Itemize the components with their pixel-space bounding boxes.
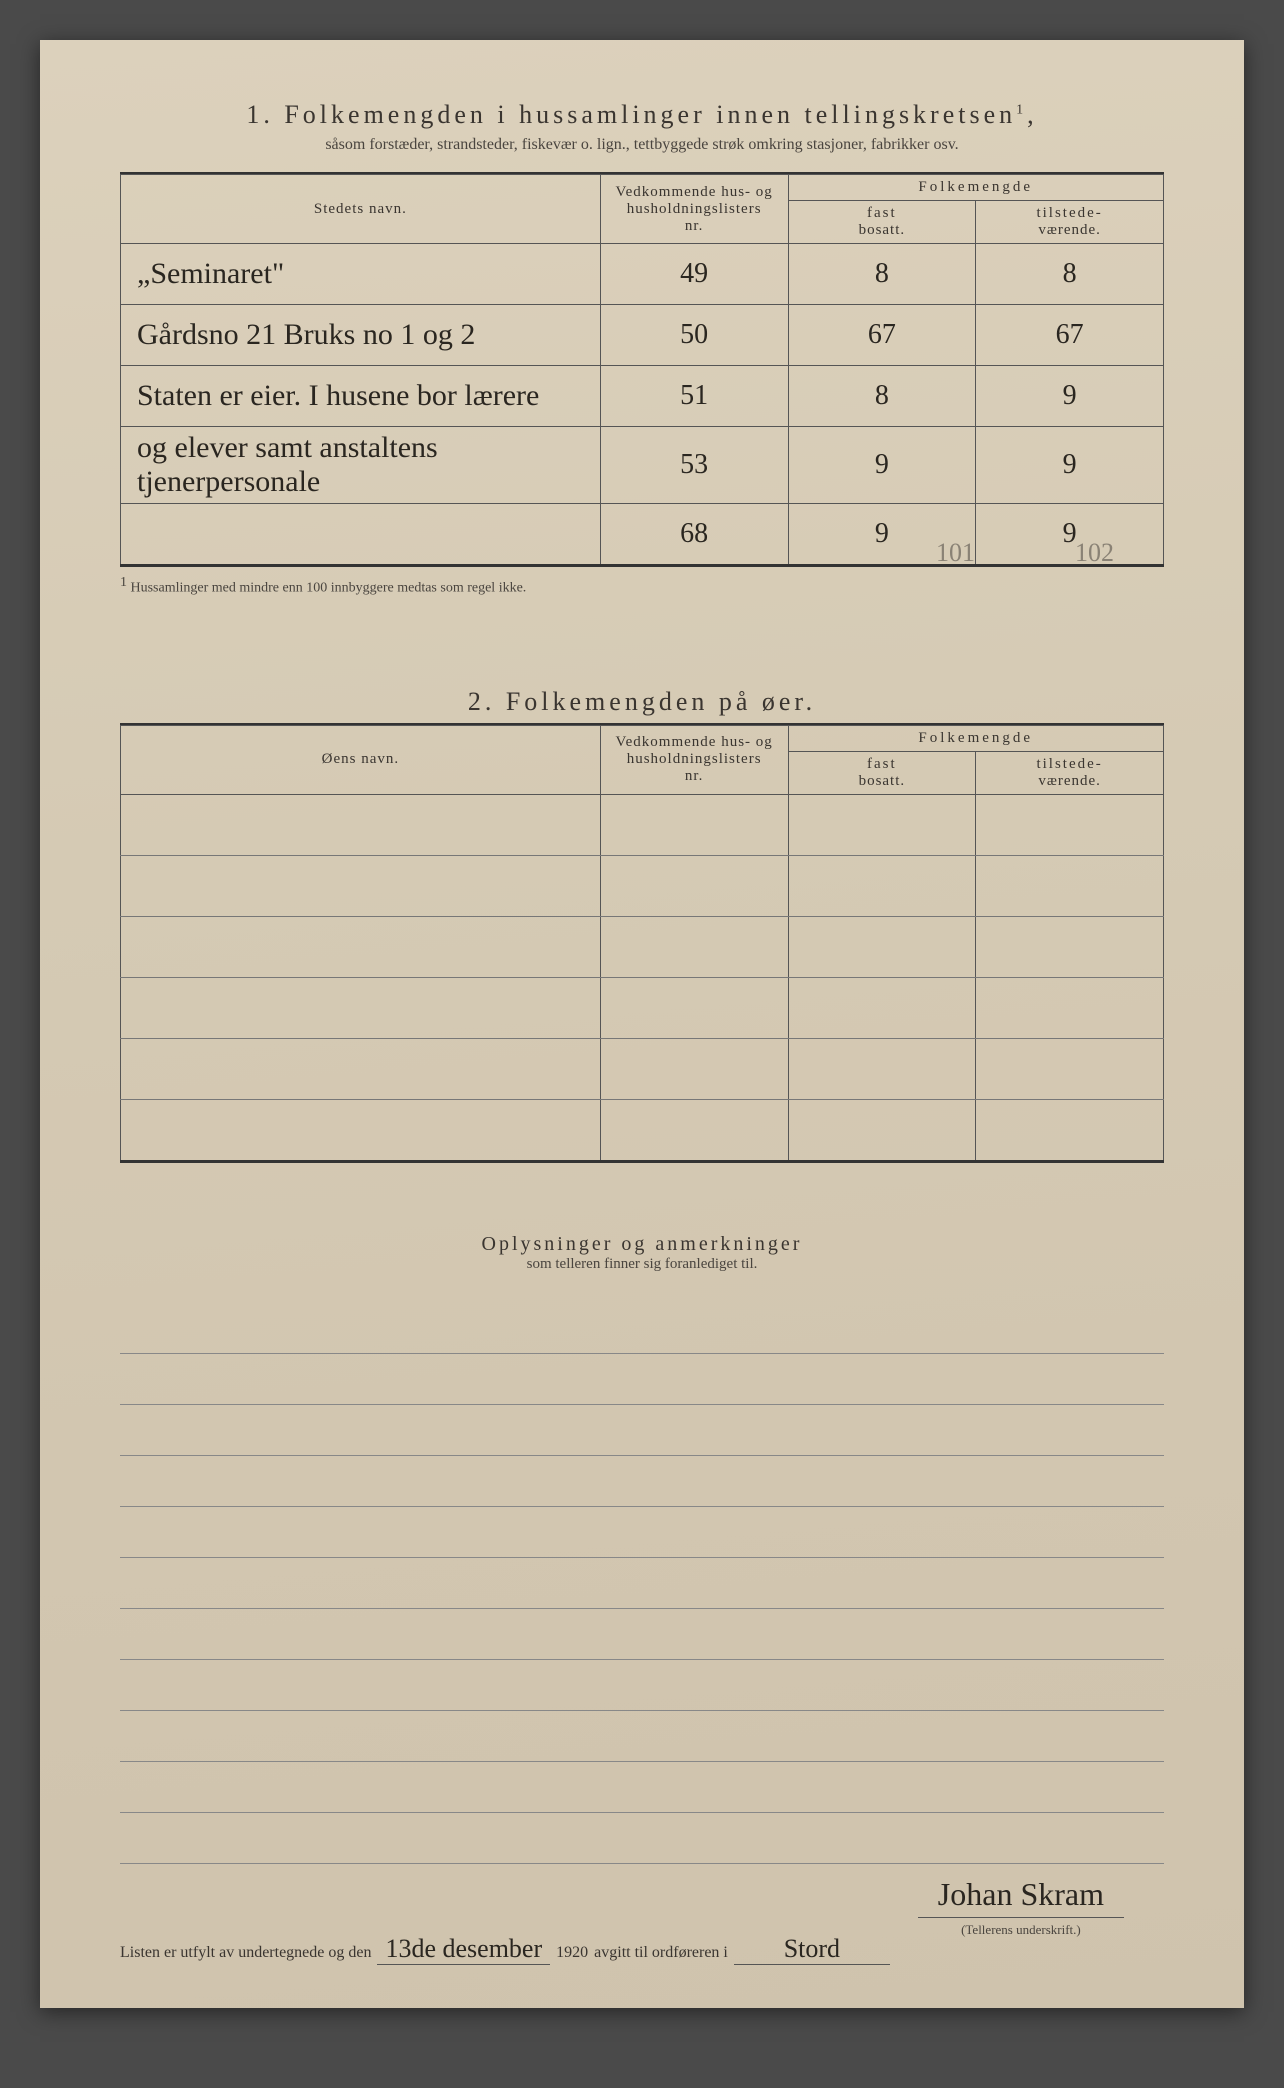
table-row — [121, 977, 1164, 1038]
th2-fast-l2: bosatt. — [795, 773, 970, 790]
table-row — [121, 916, 1164, 977]
cell-name: „Seminaret" — [121, 244, 601, 305]
section1-title-row: 1. Folkemengden i hussamlinger innen tel… — [120, 100, 1164, 130]
table-row: Gårdsno 21 Bruks no 1 og 2 50 67 67 — [121, 305, 1164, 366]
cell-nr: 68 — [600, 504, 788, 566]
signature-name: Johan Skram — [918, 1876, 1124, 1918]
th2-til-l1: tilstede- — [982, 756, 1157, 773]
section1-title: Folkemengden i hussamlinger innen tellin… — [284, 100, 1016, 129]
cell-til: 67 — [976, 305, 1164, 366]
section1-number: 1. — [246, 100, 274, 129]
th2-folk: Folkemengde — [788, 725, 1164, 751]
th-nr-l3: nr. — [607, 218, 782, 235]
footnote-sup: 1 — [120, 575, 127, 590]
th-folk: Folkemengde — [788, 175, 1164, 201]
th-fast-l1: fast — [795, 205, 970, 222]
th-name: Stedets navn. — [121, 175, 601, 244]
footnote-text: Hussamlinger med mindre enn 100 innbygge… — [131, 581, 527, 596]
section1-subtitle: såsom forstæder, strandsteder, fiskevær … — [120, 136, 1164, 154]
table-row — [121, 1099, 1164, 1161]
th2-til-l2: værende. — [982, 773, 1157, 790]
th2-fast: fast bosatt. — [788, 751, 976, 794]
section3: Oplysninger og anmerkninger som telleren… — [120, 1233, 1164, 1864]
section2-table: Øens navn. Vedkommende hus- og husholdni… — [120, 725, 1164, 1163]
section2-number: 2. — [468, 687, 496, 716]
cell-name: Staten er eier. I husene bor lærere — [121, 366, 601, 427]
cell-fast: 8 — [788, 366, 976, 427]
th-til: tilstede- værende. — [976, 201, 1164, 244]
sig-place: Stord — [734, 1934, 890, 1965]
th-nr-l1: Vedkommende hus- og — [607, 184, 782, 201]
table-row — [121, 794, 1164, 855]
cell-fast: 8 — [788, 244, 976, 305]
table-row: „Seminaret" 49 8 8 — [121, 244, 1164, 305]
section1-title-sup: 1 — [1016, 102, 1027, 117]
cell-nr: 49 — [600, 244, 788, 305]
cell-name — [121, 504, 601, 566]
cell-name: Gårdsno 21 Bruks no 1 og 2 — [121, 305, 601, 366]
cell-til: 9 — [976, 366, 1164, 427]
th-fast-l2: bosatt. — [795, 222, 970, 239]
table-row: Staten er eier. I husene bor lærere 51 8… — [121, 366, 1164, 427]
cell-fast: 9 — [788, 427, 976, 504]
signature-caption: (Tellerens underskrift.) — [918, 1922, 1124, 1938]
sig-mid: avgitt til ordføreren i — [594, 1944, 728, 1962]
table-row: og elever samt anstaltens tjenerpersonal… — [121, 427, 1164, 504]
th-til-l1: tilstede- — [982, 205, 1157, 222]
th-nr-l2: husholdningslisters — [607, 201, 782, 218]
pencil-total-2: 102 — [1075, 538, 1114, 568]
cell-til: 8 — [976, 244, 1164, 305]
th2-nr-l2: husholdningslisters — [607, 751, 782, 768]
section2: 2. Folkemengden på øer. Øens navn. Vedko… — [120, 687, 1164, 1163]
section3-subtitle: som telleren finner sig foranlediget til… — [120, 1256, 1164, 1273]
th-fast: fast bosatt. — [788, 201, 976, 244]
th2-til: tilstede- værende. — [976, 751, 1164, 794]
table-row — [121, 855, 1164, 916]
th2-nr: Vedkommende hus- og husholdningslisters … — [600, 725, 788, 794]
cell-fast: 67 — [788, 305, 976, 366]
cell-til: 9 — [976, 427, 1164, 504]
table-row — [121, 1038, 1164, 1099]
cell-nr: 51 — [600, 366, 788, 427]
th2-nr-l1: Vedkommende hus- og — [607, 734, 782, 751]
cell-nr: 53 — [600, 427, 788, 504]
census-form-page: 1. Folkemengden i hussamlinger innen tel… — [40, 40, 1244, 2008]
section2-title-row: 2. Folkemengden på øer. — [120, 687, 1164, 717]
pencil-total-1: 101 — [936, 538, 975, 568]
signature-block: Johan Skram (Tellerens underskrift.) — [918, 1876, 1124, 1938]
pencil-totals: 101 102 — [936, 538, 1114, 568]
sig-prefix: Listen er utfylt av undertegnede og den — [120, 1944, 371, 1962]
th-nr: Vedkommende hus- og husholdningslisters … — [600, 175, 788, 244]
cell-name: og elever samt anstaltens tjenerpersonal… — [121, 427, 601, 504]
th2-nr-l3: nr. — [607, 768, 782, 785]
section3-title: Oplysninger og anmerkninger — [120, 1233, 1164, 1256]
signature-line: Listen er utfylt av undertegnede og den … — [120, 1934, 1164, 1965]
section2-title: Folkemengden på øer. — [506, 687, 816, 716]
section1-table: Stedets navn. Vedkommende hus- og hushol… — [120, 174, 1164, 567]
th2-fast-l1: fast — [795, 756, 970, 773]
sig-year: 1920 — [556, 1944, 588, 1962]
ruled-lines — [120, 1303, 1164, 1864]
th2-name: Øens navn. — [121, 725, 601, 794]
sig-date: 13de desember — [377, 1934, 550, 1965]
th-til-l2: værende. — [982, 222, 1157, 239]
cell-nr: 50 — [600, 305, 788, 366]
section1-footnote: 1 Hussamlinger med mindre enn 100 innbyg… — [120, 575, 1164, 597]
